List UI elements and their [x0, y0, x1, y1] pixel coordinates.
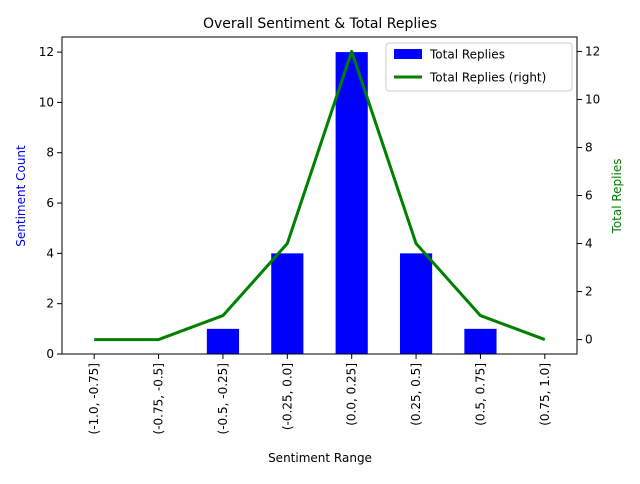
y-right-ticks: 0 2 4 6 8 10 12: [577, 44, 600, 347]
x-tick-label: (-0.25, 0.0]: [280, 363, 294, 430]
line-series: [94, 49, 546, 342]
bars-group: [206, 52, 497, 354]
chart-title: Overall Sentiment & Total Replies: [203, 16, 437, 32]
x-tick-label: (0.0, 0.25]: [345, 363, 359, 426]
y-left-tick-label: 0: [46, 347, 54, 361]
y-left-tick-label: 6: [46, 196, 54, 210]
bar-6: [464, 328, 497, 354]
x-tick-label: (-0.75, -0.5]: [152, 363, 166, 434]
y-left-tick-label: 10: [39, 95, 54, 109]
y-axis-right-label: Total Replies: [610, 159, 624, 235]
y-left-tick-label: 2: [46, 297, 54, 311]
x-tick-label: (-0.5, -0.25]: [216, 363, 230, 434]
x-ticks: (-1.0, -0.75] (-0.75, -0.5] (-0.5, -0.25] (…: [87, 354, 552, 434]
y-right-tick-label: 4: [585, 237, 593, 251]
bar-5: [399, 253, 433, 354]
x-tick-label: (-1.0, -0.75]: [87, 363, 101, 434]
y-left-ticks: 0 2 4 6 8 10 12: [39, 45, 62, 361]
y-right-tick-label: 6: [585, 189, 593, 203]
y-right-tick-label: 0: [585, 333, 593, 347]
y-right-tick-label: 12: [585, 44, 600, 58]
y-right-tick-label: 10: [585, 92, 600, 106]
bar-2: [206, 328, 240, 354]
legend-label-bars: Total Replies: [429, 48, 505, 62]
x-tick-label: (0.75, 1.0]: [538, 363, 552, 426]
legend: Total Replies Total Replies (right): [385, 42, 573, 92]
y-left-tick-label: 4: [46, 246, 54, 260]
y-left-tick-label: 8: [46, 146, 54, 160]
legend-box: [385, 42, 573, 92]
y-right-tick-label: 2: [585, 285, 593, 299]
line-group: [94, 49, 546, 342]
y-axis-left-label: Sentiment Count: [14, 145, 28, 247]
y-left-tick-label: 12: [39, 45, 54, 59]
legend-swatch-bars: [394, 49, 422, 59]
x-axis-label: Sentiment Range: [268, 451, 372, 465]
legend-label-line: Total Replies (right): [429, 71, 546, 85]
bar-3: [271, 253, 304, 354]
y-right-tick-label: 8: [585, 140, 593, 154]
x-tick-label: (0.25, 0.5]: [409, 363, 423, 426]
bar-4: [335, 52, 368, 354]
x-tick-label: (0.5, 0.75]: [473, 363, 487, 426]
